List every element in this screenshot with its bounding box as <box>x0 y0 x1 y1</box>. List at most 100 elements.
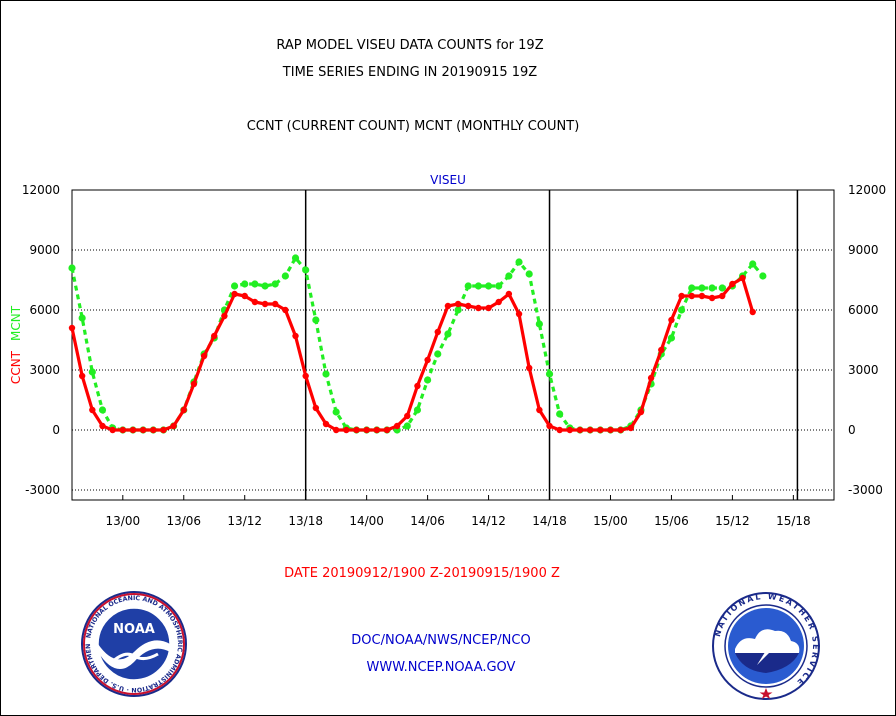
data-point-ccnt <box>485 304 492 312</box>
x-tick-label: 15/00 <box>593 514 628 528</box>
data-point-mcnt <box>454 306 462 314</box>
y-tick-label-left: 0 <box>52 423 60 437</box>
data-point-ccnt <box>475 304 482 312</box>
data-point-ccnt <box>465 302 472 310</box>
data-point-ccnt <box>536 406 543 414</box>
data-point-ccnt <box>434 328 441 336</box>
data-point-ccnt <box>109 426 116 434</box>
data-point-mcnt <box>464 282 472 290</box>
data-point-ccnt <box>190 380 198 388</box>
x-tick-label: 14/06 <box>410 514 445 528</box>
data-point-ccnt <box>404 412 411 420</box>
website-link[interactable]: WWW.NCEP.NOAA.GOV <box>366 660 516 675</box>
data-point-ccnt <box>363 426 370 434</box>
data-point-mcnt <box>403 422 411 430</box>
data-point-ccnt <box>302 372 309 380</box>
y-tick-label-left: 6000 <box>29 303 60 317</box>
data-point-mcnt <box>322 370 330 378</box>
data-point-mcnt <box>271 280 279 288</box>
x-tick-label: 13/00 <box>106 514 141 528</box>
y-axis-label-mcnt: MCNT <box>9 305 23 341</box>
y-tick-label-right: 3000 <box>848 363 879 377</box>
data-point-ccnt <box>424 356 431 364</box>
data-point-ccnt <box>221 312 228 320</box>
data-point-ccnt <box>261 300 269 308</box>
data-point-mcnt <box>261 282 269 290</box>
data-point-mcnt <box>251 280 259 288</box>
data-point-ccnt <box>272 300 279 308</box>
chart-title-line1: RAP MODEL VISEU DATA COUNTS for 19Z <box>276 38 544 53</box>
data-point-ccnt <box>617 426 624 434</box>
y-tick-label-left: 9000 <box>29 243 60 257</box>
data-point-mcnt <box>525 270 533 278</box>
data-point-ccnt <box>139 426 147 434</box>
chart-station-title: VISEU <box>430 173 466 187</box>
x-tick-label: 14/00 <box>349 514 384 528</box>
data-point-mcnt <box>708 284 716 292</box>
data-point-mcnt <box>332 408 340 416</box>
data-point-ccnt <box>658 346 665 354</box>
data-point-mcnt <box>718 284 726 292</box>
data-point-ccnt <box>373 426 380 434</box>
data-point-ccnt <box>119 426 127 434</box>
org-line: DOC/NOAA/NWS/NCEP/NCO <box>351 633 531 648</box>
data-point-mcnt <box>68 264 76 272</box>
data-point-mcnt <box>413 406 422 414</box>
data-point-mcnt <box>98 406 107 414</box>
data-point-mcnt <box>281 272 289 280</box>
noaa-logo: NOAA NATIONAL OCEANIC AND ATMOSPHERIC AD… <box>80 590 187 697</box>
data-point-ccnt <box>200 352 208 360</box>
data-point-mcnt <box>749 260 757 268</box>
y-tick-label-right: 0 <box>848 423 856 437</box>
data-point-mcnt <box>88 368 96 376</box>
data-point-mcnt <box>495 282 503 290</box>
data-point-ccnt <box>556 426 563 434</box>
data-point-ccnt <box>566 426 574 434</box>
x-tick-label: 14/12 <box>471 514 506 528</box>
data-point-ccnt <box>627 424 634 432</box>
data-point-mcnt <box>302 266 310 274</box>
x-tick-label: 13/12 <box>227 514 262 528</box>
data-point-mcnt <box>78 314 86 322</box>
series-line-mcnt <box>70 256 765 432</box>
y-tick-label-right: 6000 <box>848 303 879 317</box>
data-point-ccnt <box>576 426 584 434</box>
data-point-ccnt <box>312 404 320 412</box>
data-point-ccnt <box>597 426 604 434</box>
data-point-ccnt <box>688 292 695 300</box>
data-point-ccnt <box>668 316 675 324</box>
data-point-ccnt <box>68 324 76 332</box>
chart-subtitle: CCNT (CURRENT COUNT) MCNT (MONTHLY COUNT… <box>246 119 580 134</box>
data-point-ccnt <box>495 298 502 306</box>
data-point-mcnt <box>535 320 543 328</box>
data-point-mcnt <box>678 306 686 314</box>
data-point-ccnt <box>719 292 726 300</box>
data-point-ccnt <box>383 426 391 434</box>
data-point-mcnt <box>515 258 523 266</box>
data-point-mcnt <box>474 282 482 290</box>
data-point-ccnt <box>129 426 137 434</box>
nws-logo: NATIONAL WEATHER SERVICE <box>712 592 820 700</box>
data-point-mcnt <box>241 280 249 288</box>
time-series-chart: -3000 -3000 0 0 3000 3000 6000 6000 9000 9000 1200… <box>9 173 886 528</box>
data-point-mcnt <box>312 316 320 324</box>
data-point-ccnt <box>343 426 350 434</box>
y-tick-label-right: 12000 <box>848 183 886 197</box>
data-point-ccnt <box>678 292 685 300</box>
data-point-ccnt <box>607 426 614 434</box>
x-tick-label: 15/12 <box>715 514 750 528</box>
data-point-ccnt <box>454 300 462 308</box>
data-point-ccnt <box>180 406 187 414</box>
data-point-mcnt <box>424 376 432 384</box>
data-point-mcnt <box>484 282 493 290</box>
data-point-ccnt <box>322 420 330 428</box>
data-point-ccnt <box>241 292 248 300</box>
data-point-ccnt <box>211 332 218 340</box>
data-point-mcnt <box>667 334 676 342</box>
chart-title-line2: TIME SERIES ENDING IN 20190915 19Z <box>282 65 538 80</box>
x-tick-label: 15/06 <box>654 514 689 528</box>
data-point-ccnt <box>332 426 340 434</box>
data-point-ccnt <box>526 364 533 372</box>
y-axis-label: CCNT MCNT <box>9 305 23 384</box>
data-point-mcnt <box>759 272 767 280</box>
